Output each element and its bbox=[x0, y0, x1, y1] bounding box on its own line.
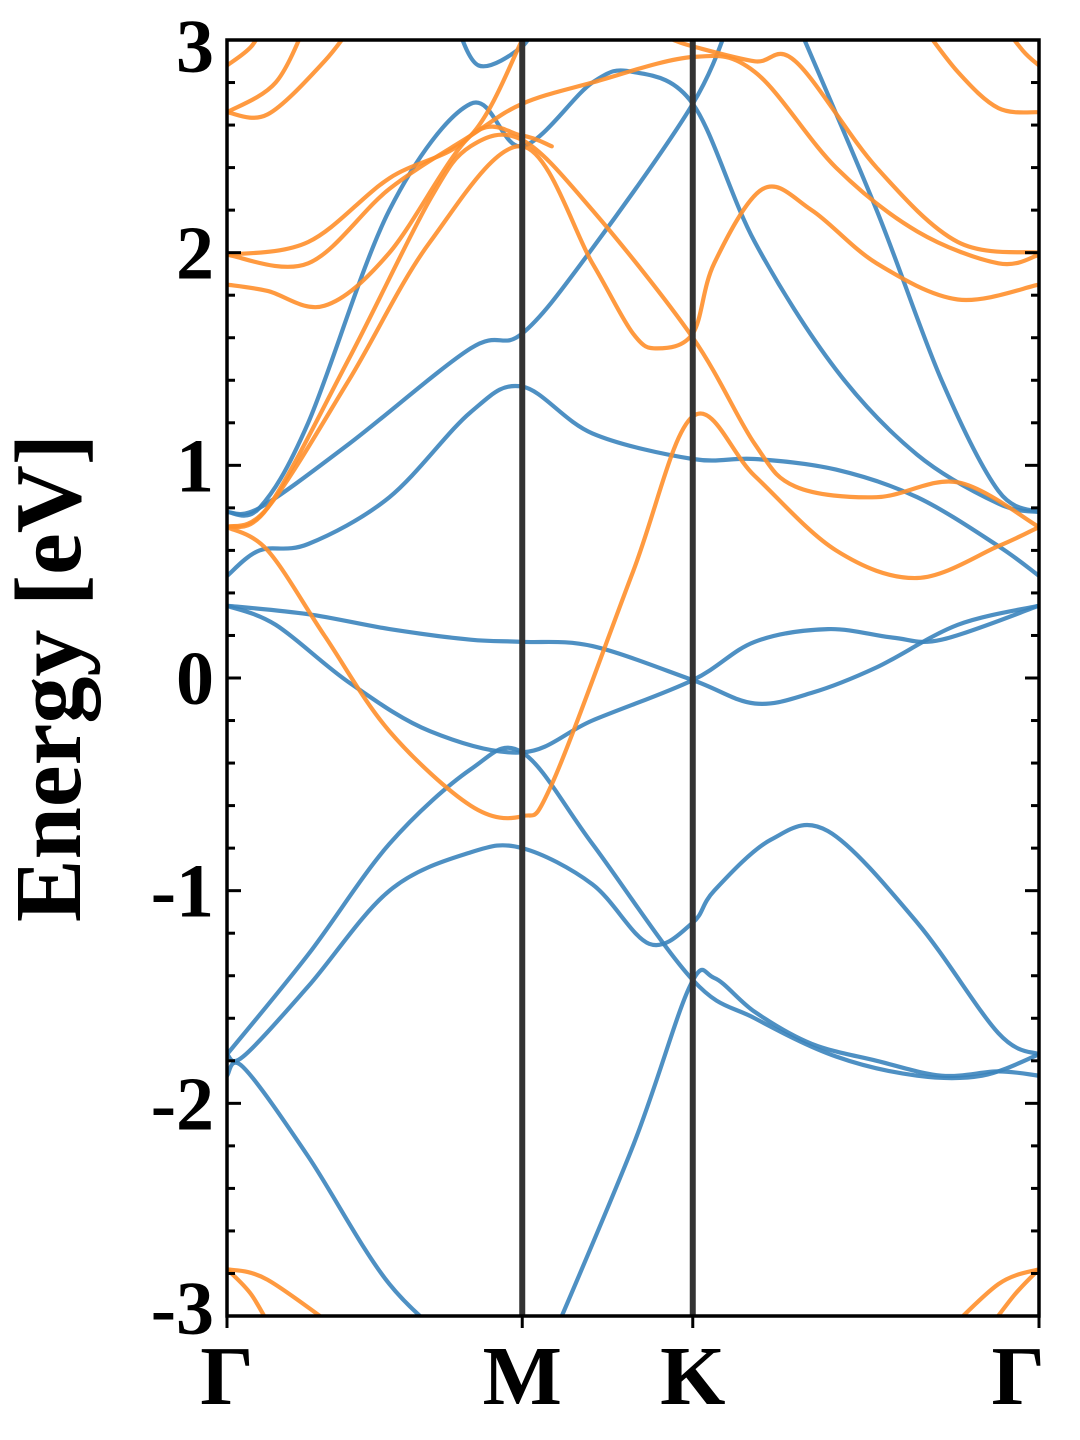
band-spin-up-1 bbox=[559, 967, 1039, 1316]
band-spin-down-21 bbox=[930, 40, 1039, 115]
band-spin-down-20 bbox=[671, 40, 1039, 255]
band-spin-up-8 bbox=[227, 68, 1039, 518]
y-tick-label: 3 bbox=[176, 5, 214, 89]
band-spin-down-18 bbox=[227, 40, 302, 115]
band-spin-up-0 bbox=[227, 1060, 424, 1316]
band-spin-up-9 bbox=[460, 40, 531, 69]
band-spin-up-7 bbox=[227, 40, 725, 517]
y-tick-label: -2 bbox=[151, 1062, 214, 1146]
band-spin-up-2 bbox=[227, 822, 1039, 1064]
band-spin-down-16 bbox=[227, 40, 525, 257]
kpoint-label: K bbox=[660, 1330, 725, 1423]
band-spin-down-12 bbox=[227, 144, 1039, 530]
band-spin-down-11 bbox=[227, 411, 1039, 821]
band-spin-down-22 bbox=[1011, 40, 1039, 68]
y-tick-label: -1 bbox=[151, 850, 214, 934]
kpoint-label: Γ bbox=[200, 1330, 253, 1423]
band-spin-up-3 bbox=[227, 745, 1039, 1081]
bands-layer bbox=[227, 40, 1039, 1316]
y-axis-label: Energy [eV] bbox=[0, 434, 101, 922]
band-spin-down-19 bbox=[227, 40, 259, 68]
kpoint-label: Γ bbox=[992, 1330, 1045, 1423]
band-spin-down-13 bbox=[227, 132, 1039, 530]
ticks-layer bbox=[225, 38, 1041, 1328]
y-tick-label: 0 bbox=[176, 637, 214, 721]
y-tick-label: 2 bbox=[176, 212, 214, 296]
band-spin-down-23 bbox=[227, 1267, 324, 1316]
band-spin-up-4 bbox=[227, 603, 1039, 706]
y-tick-label: 1 bbox=[176, 424, 214, 508]
band-spin-up-5 bbox=[227, 603, 1039, 755]
band-spin-down-15 bbox=[227, 53, 1039, 269]
band-spin-down-17 bbox=[227, 40, 345, 120]
kpoint-lines-layer bbox=[519, 40, 696, 1316]
y-tick-labels: -3 -2 -1 0 1 2 3 bbox=[151, 5, 214, 1351]
band-spin-up-6 bbox=[227, 383, 1039, 578]
y-tick-label: -3 bbox=[151, 1267, 214, 1351]
kpoint-label: M bbox=[483, 1330, 562, 1423]
band-spin-down-25 bbox=[960, 1267, 1039, 1316]
